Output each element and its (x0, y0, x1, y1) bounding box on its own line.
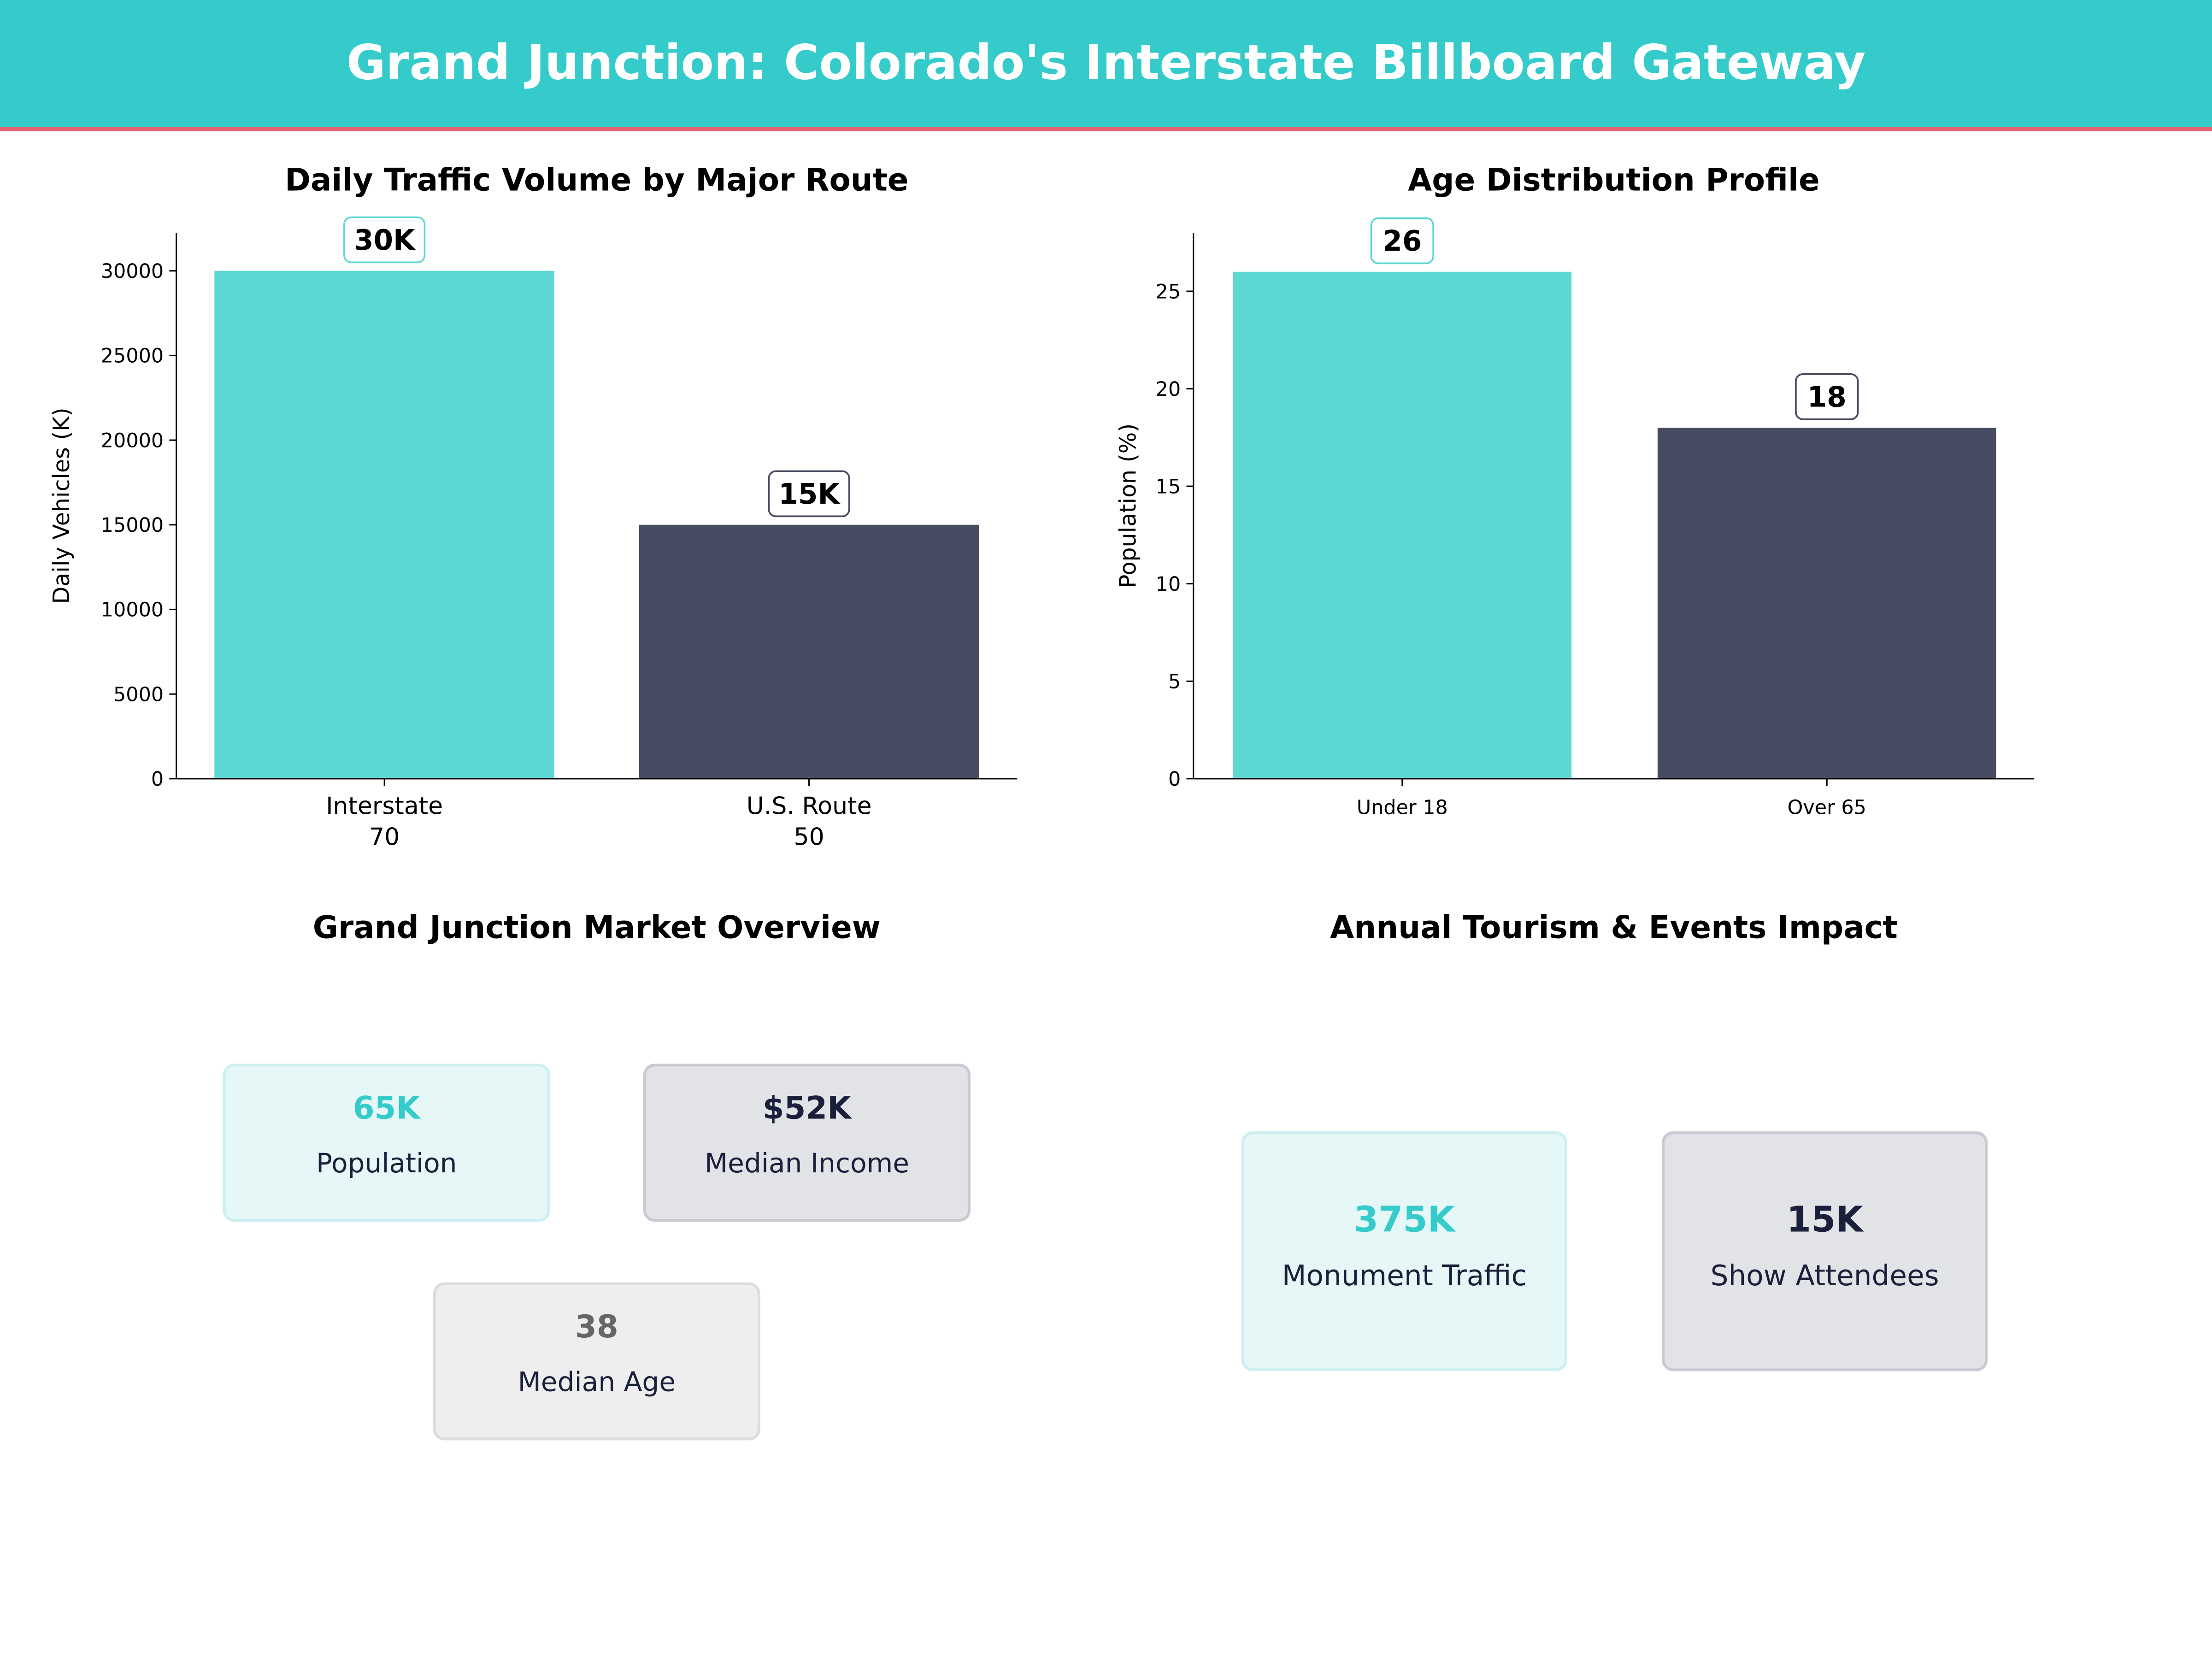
y-tick-label: 5000 (113, 683, 164, 706)
bar (1657, 428, 1996, 779)
data-label-box (343, 216, 426, 264)
median-income-card: $52K Median Income (643, 1064, 971, 1222)
market-overview-title: Grand Junction Market Overview (312, 911, 881, 947)
tourism-title: Annual Tourism & Events Impact (1330, 911, 1898, 947)
x-tick-label: Under 18 (1357, 796, 1448, 819)
header-banner: Grand Junction: Colorado's Interstate Bi… (0, 0, 2212, 131)
y-tick-label: 30000 (101, 260, 164, 283)
data-label: 18 (1807, 381, 1847, 413)
data-label: 26 (1382, 225, 1422, 258)
y-tick-label: 20 (1156, 378, 1181, 401)
x-tick-label: Interstate (326, 792, 443, 820)
bar (214, 271, 555, 779)
traffic-chart-title: Daily Traffic Volume by Major Route (285, 164, 909, 199)
y-tick-label: 20000 (101, 429, 164, 452)
monument-traffic-card: 375K Monument Traffic (1241, 1131, 1567, 1371)
x-tick-label: 70 (369, 824, 400, 851)
show-attendees-value: 15K (1786, 1199, 1863, 1240)
median-age-card: 38 Median Age (433, 1282, 760, 1441)
x-tick-label: 50 (794, 824, 824, 851)
bar (1233, 271, 1572, 779)
y-tick-label: 25000 (101, 345, 164, 368)
y-tick-label: 15000 (101, 514, 164, 537)
y-axis-label: Population (%) (1115, 424, 1141, 588)
y-tick-label: 10000 (101, 599, 164, 622)
age-chart-title: Age Distribution Profile (1408, 164, 1820, 199)
median-age-value: 38 (575, 1310, 618, 1346)
bar (639, 524, 979, 779)
median-income-label: Median Income (704, 1148, 910, 1180)
y-tick-label: 0 (151, 768, 164, 791)
population-value: 65K (353, 1092, 420, 1127)
monument-traffic-label: Monument Traffic (1282, 1258, 1527, 1293)
population-label: Population (316, 1148, 457, 1180)
monument-traffic-value: 375K (1353, 1199, 1455, 1240)
x-tick-label: Over 65 (1788, 796, 1866, 819)
population-card: 65K Population (223, 1064, 550, 1222)
x-tick-label: U.S. Route (747, 792, 872, 820)
page-title: Grand Junction: Colorado's Interstate Bi… (346, 35, 1866, 92)
data-label: 30K (354, 224, 416, 257)
median-age-label: Median Age (518, 1367, 676, 1398)
show-attendees-label: Show Attendees (1710, 1258, 1939, 1293)
show-attendees-card: 15K Show Attendees (1662, 1131, 1988, 1371)
data-label-box (1795, 373, 1859, 420)
y-tick-label: 10 (1156, 573, 1181, 596)
y-tick-label: 25 (1156, 280, 1181, 303)
data-label-box (768, 470, 850, 518)
data-label: 15K (778, 478, 841, 511)
y-tick-label: 5 (1168, 671, 1181, 694)
y-tick-label: 15 (1156, 475, 1181, 498)
data-label-box (1370, 217, 1435, 265)
y-axis-label: Daily Vehicles (K) (48, 407, 75, 604)
median-income-value: $52K (762, 1092, 852, 1127)
y-tick-label: 0 (1168, 768, 1181, 791)
